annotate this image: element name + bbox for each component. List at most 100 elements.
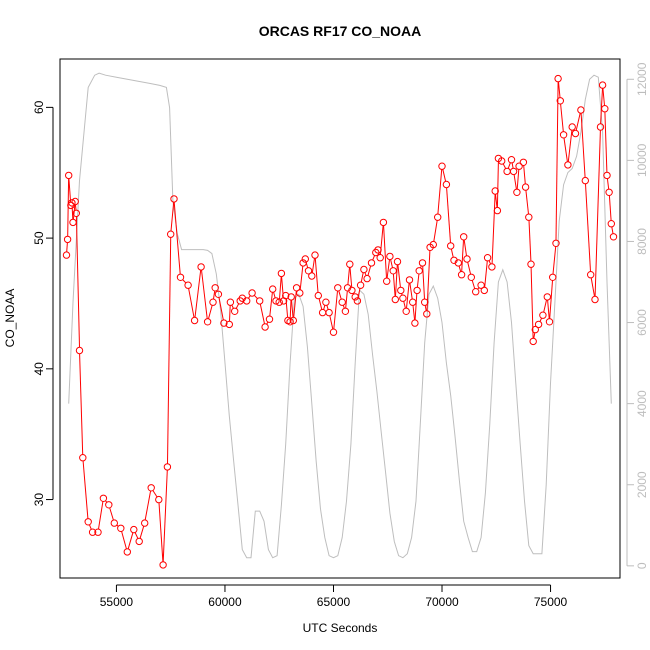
co-point (399, 294, 407, 302)
co-point (581, 176, 589, 185)
y2-tick-label: 12000 (635, 62, 649, 96)
co-point (71, 197, 79, 206)
chart-title: ORCAS RF17 CO_NOAA (259, 23, 422, 39)
co-point (296, 289, 304, 297)
co-point (509, 167, 518, 176)
co-point (564, 161, 572, 169)
co-point (348, 286, 356, 295)
x-axis-label: UTC Seconds (303, 621, 378, 635)
co-point (79, 454, 87, 462)
co-point (167, 230, 175, 238)
co-point (190, 316, 199, 325)
co-segment (158, 502, 164, 562)
co-segment (127, 532, 134, 549)
co-point (197, 263, 205, 271)
co-point (256, 297, 264, 305)
co-point (159, 561, 167, 569)
altitude-series (68, 72, 612, 559)
co-point (176, 273, 185, 281)
co-point (552, 239, 560, 248)
co-point (596, 123, 605, 131)
co-segment (530, 267, 534, 339)
x-tick-label: 60000 (208, 595, 242, 609)
altitude-line (68, 72, 612, 559)
co-point (75, 346, 84, 355)
co-segment (279, 276, 282, 300)
co-point (467, 273, 475, 281)
co-segment (461, 239, 464, 272)
co-point (341, 307, 350, 315)
co-segment (397, 264, 401, 288)
co-point (287, 293, 295, 301)
co-segment (412, 305, 416, 320)
co-segment (392, 273, 396, 297)
co-point (110, 519, 119, 527)
y2-tick-label: 0 (635, 562, 649, 569)
co-segment (608, 195, 612, 221)
co-segment (173, 202, 181, 275)
co-segment (364, 272, 367, 276)
co-segment (511, 162, 514, 169)
co-point (598, 81, 607, 89)
co-segment (311, 258, 315, 273)
co-segment (289, 300, 292, 319)
co-segment (314, 258, 319, 293)
co-segment (329, 315, 334, 330)
co-segment (491, 194, 496, 264)
co-segment (422, 266, 425, 300)
co-segment (318, 298, 323, 310)
x-tick-label: 75000 (534, 595, 568, 609)
co-segment (484, 260, 488, 288)
co-point (69, 218, 77, 227)
co-point (211, 284, 219, 292)
co-point (62, 251, 71, 259)
co-segment (552, 246, 557, 275)
co-point (184, 281, 192, 289)
co-point (521, 183, 530, 191)
co-point (488, 263, 496, 271)
co-segment (437, 169, 443, 215)
y-tick-label: 30 (32, 493, 46, 507)
co-point (379, 218, 388, 227)
co-point (411, 319, 419, 327)
co-point (603, 171, 611, 180)
co-segment (525, 190, 529, 215)
co-point (269, 285, 277, 293)
co-segment (602, 88, 605, 106)
co-segment (182, 279, 187, 284)
co-segment (75, 216, 80, 348)
co-point (220, 319, 228, 327)
co-point (135, 537, 143, 546)
co-segment (170, 202, 175, 232)
co-segment (121, 531, 127, 549)
co-point (556, 97, 564, 105)
co-segment (72, 204, 76, 220)
co-point (374, 246, 382, 254)
co-point (527, 260, 535, 268)
co-segment (424, 305, 427, 311)
co-segment (471, 280, 476, 289)
co-point (209, 298, 217, 306)
co-point (457, 271, 466, 279)
co-segment (386, 259, 390, 279)
co-point (367, 259, 376, 267)
co-point (418, 259, 427, 267)
co-segment (342, 305, 345, 309)
co-point (389, 267, 397, 275)
co-point (539, 311, 547, 319)
x-tick-label: 55000 (100, 595, 134, 609)
co-point (322, 298, 330, 306)
y-tick-label: 50 (32, 231, 46, 245)
co-segment (533, 332, 536, 339)
axes: 55000 60000 65000 70000 75000 30 40 50 60 0 2000 40… (32, 62, 649, 609)
co-point (498, 157, 506, 165)
co-segment (513, 174, 517, 190)
co-segment (139, 526, 145, 539)
co-segment (82, 460, 89, 519)
co-segment (611, 226, 614, 234)
co-point (559, 131, 568, 139)
co-segment (549, 280, 553, 319)
y2-tick-label: 10000 (635, 143, 649, 177)
co-segment (68, 178, 72, 203)
